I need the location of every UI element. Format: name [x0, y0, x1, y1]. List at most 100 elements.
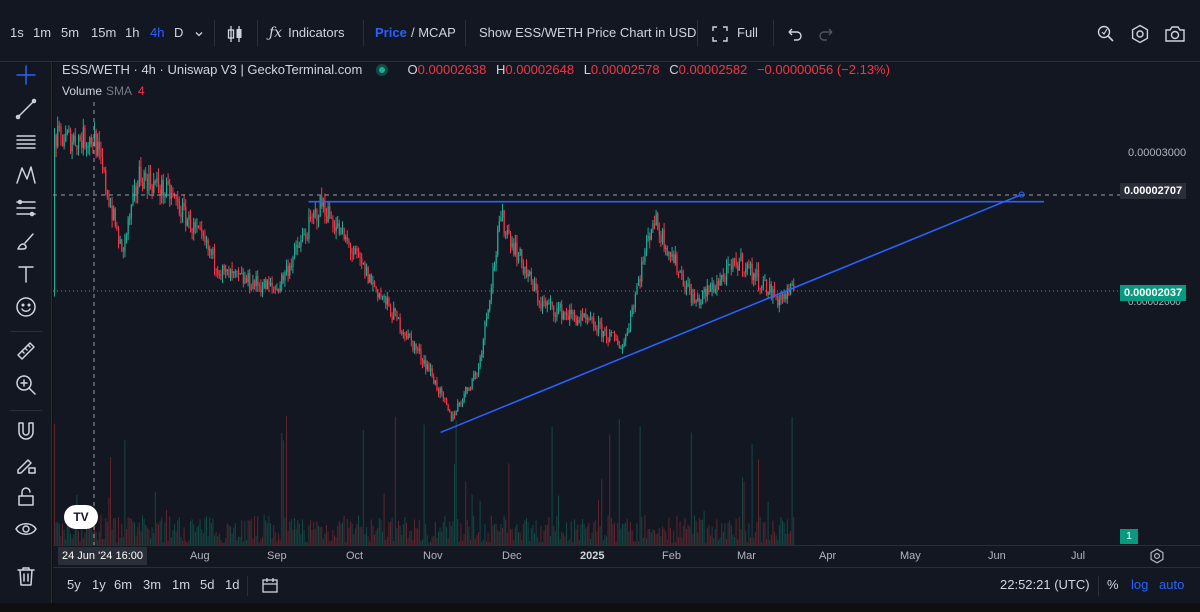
lock-pencil-icon[interactable] — [13, 452, 39, 478]
volume-bar — [110, 457, 111, 545]
trash-icon[interactable] — [13, 563, 39, 589]
fib-icon[interactable] — [13, 195, 39, 221]
candle-body — [310, 216, 312, 218]
candle-body — [706, 285, 708, 297]
volume-bar — [526, 518, 527, 545]
symbol-title[interactable]: ESS/WETH · 4h · Uniswap V3 | GeckoTermin… — [62, 62, 363, 77]
mcap-toggle[interactable]: / MCAP — [411, 25, 456, 40]
candle-body — [316, 210, 318, 222]
percent-toggle[interactable]: % — [1107, 577, 1119, 592]
interval-d[interactable]: D — [174, 25, 184, 40]
volume-bar — [650, 532, 652, 545]
volume-bar — [620, 528, 622, 545]
volume-bar — [209, 517, 211, 545]
magnet-icon[interactable] — [13, 418, 39, 444]
text-tool-icon[interactable] — [13, 261, 39, 287]
utc-clock[interactable]: 22:52:21 (UTC) — [1000, 577, 1090, 592]
candle-body — [505, 233, 507, 235]
volume-bar — [158, 524, 159, 545]
volume-bar — [409, 531, 411, 545]
candle-body — [228, 269, 230, 278]
range-5y[interactable]: 5y — [67, 577, 81, 592]
camera-icon[interactable] — [1164, 20, 1186, 46]
brush-icon[interactable] — [13, 228, 39, 254]
volume-bar — [494, 524, 495, 545]
indicators-button[interactable]: ƒx Indicators — [269, 20, 344, 46]
eye-icon[interactable] — [13, 516, 39, 542]
candle-body — [322, 200, 324, 207]
interval-1h[interactable]: 1h — [125, 25, 140, 40]
candle-body — [698, 298, 700, 305]
trend-line-icon[interactable] — [13, 96, 39, 122]
candle-body — [89, 137, 91, 147]
range-5d[interactable]: 5d — [200, 577, 215, 592]
horizontal-lines-icon[interactable] — [13, 129, 39, 155]
candle-body — [764, 279, 766, 281]
range-3m[interactable]: 3m — [143, 577, 162, 592]
zoom-in-icon[interactable] — [13, 372, 39, 398]
axis-settings-gear-icon[interactable] — [1149, 548, 1165, 567]
redo-icon[interactable] — [818, 20, 836, 46]
interval-1s[interactable]: 1s — [10, 25, 24, 40]
pattern-icon[interactable] — [13, 162, 39, 188]
log-toggle[interactable]: log — [1131, 577, 1149, 592]
time-axis[interactable]: Aug Sep Oct Nov Dec 2025 Feb Mar Apr May… — [53, 545, 1200, 567]
candle-body — [668, 252, 670, 256]
auto-toggle[interactable]: auto — [1159, 577, 1185, 592]
candle-body — [742, 253, 744, 272]
tradingview-logo[interactable]: TV — [64, 505, 98, 529]
volume-bar — [142, 515, 143, 545]
price-toggle[interactable]: Price — [375, 25, 407, 40]
candle-body — [220, 274, 222, 276]
candle-body — [303, 234, 305, 236]
interval-5m[interactable]: 5m — [61, 25, 80, 40]
volume-bar — [348, 527, 350, 545]
candle-body — [682, 274, 684, 286]
volume-bar — [559, 539, 561, 545]
volume-bar — [521, 540, 523, 545]
price-chart[interactable] — [53, 62, 1200, 545]
range-1d[interactable]: 1d — [225, 577, 240, 592]
candle-body — [356, 248, 358, 252]
candle-body — [647, 236, 649, 239]
ruler-icon[interactable] — [13, 338, 39, 364]
range-6m[interactable]: 6m — [114, 577, 133, 592]
interval-1m[interactable]: 1m — [33, 25, 52, 40]
show-usd-button[interactable]: Show ESS/WETH Price Chart in USD — [479, 25, 697, 40]
candle-body — [172, 193, 174, 195]
calendar-icon[interactable] — [261, 576, 279, 597]
volume-bar — [161, 517, 163, 545]
settings-gear-icon[interactable] — [1130, 20, 1150, 46]
undo-icon[interactable] — [785, 20, 803, 46]
candles-icon[interactable] — [226, 20, 244, 46]
candle-body — [399, 317, 401, 332]
range-1m[interactable]: 1m — [172, 577, 191, 592]
range-1y[interactable]: 1y — [92, 577, 106, 592]
quick-search-icon[interactable] — [1096, 20, 1116, 46]
volume-bar — [250, 519, 252, 545]
volume-bar — [743, 481, 745, 545]
candle-body — [695, 300, 697, 303]
smiley-icon[interactable] — [13, 294, 39, 320]
volume-bar — [135, 536, 137, 545]
interval-15m[interactable]: 15m — [91, 25, 117, 40]
lock-icon[interactable] — [13, 484, 39, 510]
volume-bar — [434, 522, 436, 545]
volume-bar — [62, 523, 63, 545]
candle-body — [268, 280, 270, 286]
candle-body — [434, 380, 436, 384]
candle-body — [521, 249, 523, 263]
full-label: Full — [737, 25, 758, 40]
candle-body — [618, 344, 620, 349]
fullscreen-button[interactable]: Full — [711, 20, 758, 46]
volume-legend[interactable]: Volume SMA 4 — [62, 84, 145, 98]
chart-canvas[interactable] — [53, 62, 1200, 545]
candle-body — [602, 331, 604, 338]
interval-dropdown-chevron-icon[interactable] — [194, 20, 204, 46]
crosshair-icon[interactable] — [13, 62, 39, 88]
crosshair-time-label: 24 Jun '24 16:00 — [58, 547, 148, 565]
interval-4h[interactable]: 4h — [150, 25, 165, 40]
volume-bar — [386, 536, 388, 545]
volume-bar — [183, 527, 185, 545]
volume-bar — [287, 531, 289, 545]
